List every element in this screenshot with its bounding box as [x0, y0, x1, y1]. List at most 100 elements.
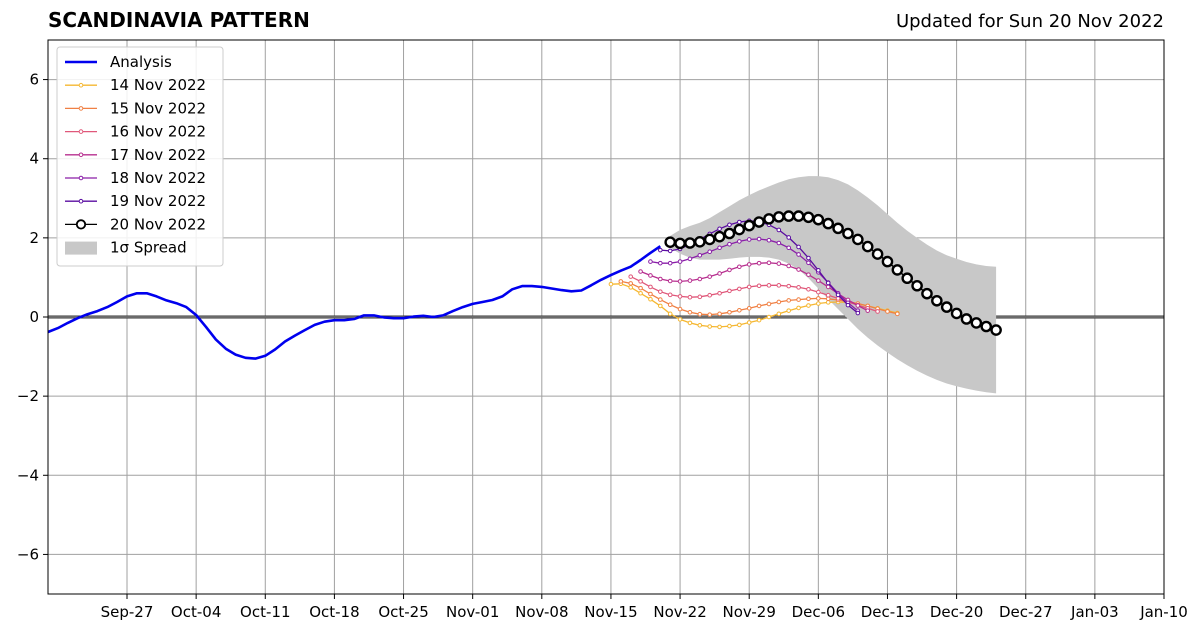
forecast-point: [717, 324, 722, 330]
legend-marker: [78, 129, 84, 134]
forecast-point: [703, 233, 716, 246]
legend-box: [56, 46, 224, 267]
legend-label: 18 Nov 2022: [110, 169, 206, 187]
forecast-point: [628, 274, 633, 279]
forecast-point: [776, 283, 782, 288]
forecast-point: [855, 310, 861, 316]
forecast-point: [687, 294, 693, 300]
forecast-point: [658, 260, 663, 266]
forecast-point: [773, 211, 785, 223]
forecast-point: [865, 308, 871, 313]
forecast-point: [638, 269, 643, 274]
x-tick-label: Jan-10: [1139, 603, 1188, 621]
forecast-point: [737, 264, 742, 270]
forecast-point: [677, 279, 683, 284]
forecast-point: [766, 237, 772, 243]
forecast-point: [737, 307, 742, 313]
forecast-point: [697, 276, 703, 282]
spread-band: [670, 176, 997, 394]
forecast-point: [648, 273, 653, 278]
forecast-point: [667, 311, 673, 317]
forecast-point: [940, 301, 953, 313]
legend-label: 17 Nov 2022: [110, 146, 206, 164]
forecast-point: [727, 288, 732, 294]
forecast-point: [875, 309, 880, 314]
forecast-point: [970, 317, 983, 329]
legend-marker: [78, 82, 84, 88]
forecast-point: [753, 216, 765, 228]
forecast-point: [756, 236, 762, 242]
forecast-point: [717, 271, 722, 276]
forecast-point: [756, 317, 762, 323]
series-line-analysis: [47, 245, 662, 360]
forecast-point: [776, 227, 782, 233]
forecast-point: [737, 219, 742, 225]
forecast-point: [723, 227, 736, 240]
legend-marker: [78, 152, 84, 158]
forecast-point: [766, 314, 772, 320]
forecast-point: [707, 249, 712, 255]
forecast-point: [727, 241, 732, 247]
x-tick-label: Oct-04: [171, 603, 221, 621]
forecast-point: [727, 267, 732, 273]
forecast-point: [895, 311, 900, 317]
legend-marker: [75, 219, 87, 230]
forecast-point: [618, 279, 624, 284]
forecast-point: [717, 290, 722, 296]
forecast-point: [796, 297, 801, 302]
forecast-point: [852, 233, 864, 246]
forecast-point: [677, 306, 683, 312]
chart-subtitle: Updated for Sun 20 Nov 2022: [895, 11, 1164, 32]
x-tick-label: Jan-03: [1070, 603, 1119, 621]
forecast-point: [746, 305, 752, 311]
x-tick-label: Dec-27: [999, 603, 1053, 621]
forecast-point: [796, 267, 801, 272]
forecast-point: [812, 213, 825, 226]
forecast-point: [658, 289, 663, 294]
forecast-point: [737, 239, 742, 244]
forecast-point: [796, 285, 801, 290]
forecast-point: [707, 274, 712, 279]
forecast-point: [697, 323, 703, 328]
forecast-point: [845, 302, 851, 308]
forecast-point: [891, 264, 904, 276]
x-tick-label: Sep-27: [101, 603, 154, 621]
chart-title: SCANDINAVIA PATTERN: [48, 8, 310, 32]
x-tick-label: Oct-25: [378, 603, 428, 621]
forecast-point: [806, 272, 811, 277]
forecast-point: [707, 292, 712, 298]
forecast-point: [727, 222, 732, 228]
forecast-point: [677, 294, 683, 299]
forecast-point: [960, 313, 973, 325]
forecast-point: [825, 300, 831, 305]
forecast-point: [881, 255, 894, 268]
forecast-point: [687, 320, 693, 326]
forecast-point: [648, 296, 653, 302]
forecast-point: [792, 210, 805, 222]
forecast-point: [931, 294, 943, 307]
legend-marker: [78, 198, 84, 204]
forecast-point: [911, 279, 923, 292]
legend-marker: [78, 175, 84, 181]
forecast-point: [776, 299, 782, 305]
forecast-point: [727, 309, 732, 315]
forecast-point: [648, 259, 653, 264]
forecast-point: [687, 278, 693, 283]
forecast-point: [746, 237, 752, 242]
legend-label: 15 Nov 2022: [110, 99, 206, 117]
forecast-point: [786, 308, 792, 313]
forecast-point: [816, 278, 821, 283]
forecast-point: [786, 235, 792, 240]
forecast-point: [835, 292, 841, 298]
forecast-point: [786, 245, 792, 251]
forecast-point: [648, 291, 653, 297]
forecast-point: [816, 296, 821, 301]
x-tick-label: Nov-01: [446, 603, 499, 621]
forecast-point: [806, 287, 811, 292]
legend-label: 16 Nov 2022: [110, 123, 206, 141]
forecast-point: [776, 261, 782, 266]
forecast-point: [832, 222, 844, 235]
forecast-point: [871, 248, 884, 260]
forecast-point: [776, 311, 782, 317]
